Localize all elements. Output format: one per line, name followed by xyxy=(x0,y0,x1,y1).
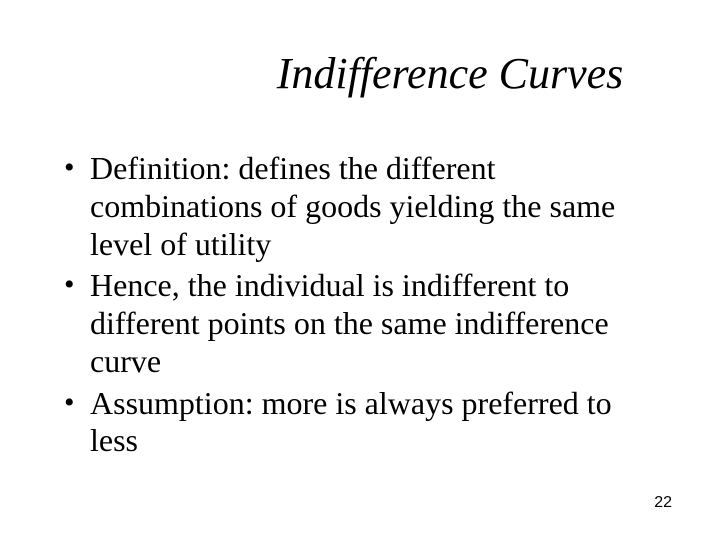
bullet-list: Definition: defines the different combin… xyxy=(60,150,660,464)
page-number: 22 xyxy=(654,494,672,512)
slide: Indifference Curves Definition: defines … xyxy=(0,0,720,540)
bullet-text: Assumption: more is always preferred to … xyxy=(90,385,612,459)
slide-title: Indifference Curves xyxy=(0,48,720,99)
list-item: Definition: defines the different combin… xyxy=(60,150,660,263)
list-item: Assumption: more is always preferred to … xyxy=(60,385,660,461)
bullet-text: Hence, the individual is indifferent to … xyxy=(90,267,609,379)
list-item: Hence, the individual is indifferent to … xyxy=(60,267,660,380)
bullet-text: Definition: defines the different combin… xyxy=(90,150,615,262)
